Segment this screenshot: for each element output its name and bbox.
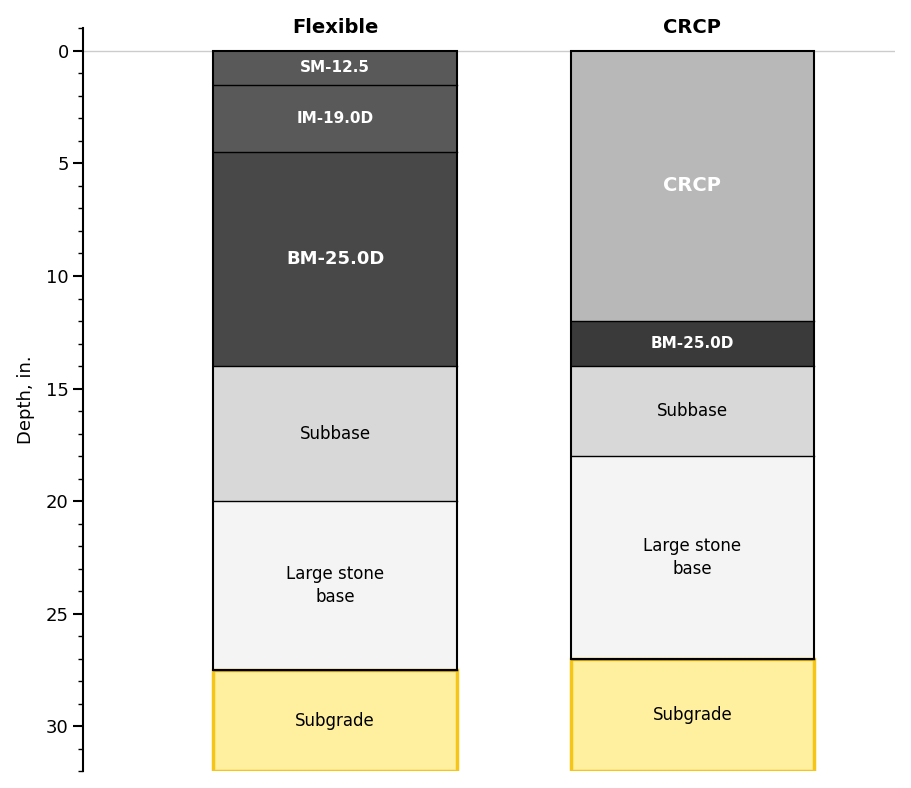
Text: Subbase: Subbase (299, 425, 370, 443)
Text: Flexible: Flexible (292, 18, 378, 37)
Bar (570, 51, 814, 321)
Bar (213, 501, 456, 670)
Bar (570, 321, 814, 366)
Bar (213, 670, 456, 771)
Text: BM-25.0D: BM-25.0D (650, 336, 733, 351)
Text: IM-19.0D: IM-19.0D (296, 111, 374, 126)
Text: Large stone
base: Large stone base (286, 565, 384, 607)
Bar (213, 670, 456, 771)
Text: BM-25.0D: BM-25.0D (285, 250, 384, 268)
Bar (213, 51, 456, 84)
Bar (213, 366, 456, 501)
Bar (570, 659, 814, 771)
Text: SM-12.5: SM-12.5 (300, 60, 370, 75)
Text: CRCP: CRCP (662, 18, 721, 37)
Text: Subgrade: Subgrade (651, 706, 732, 724)
Y-axis label: Depth, in.: Depth, in. (16, 355, 35, 444)
Text: Large stone
base: Large stone base (642, 537, 741, 578)
Bar (570, 456, 814, 659)
Bar (570, 659, 814, 771)
Text: Subgrade: Subgrade (295, 712, 374, 730)
Bar (213, 84, 456, 152)
Text: Subbase: Subbase (656, 402, 727, 420)
Bar (570, 51, 814, 659)
Bar (570, 366, 814, 456)
Bar (213, 152, 456, 366)
Bar (213, 51, 456, 670)
Text: CRCP: CRCP (662, 177, 721, 195)
